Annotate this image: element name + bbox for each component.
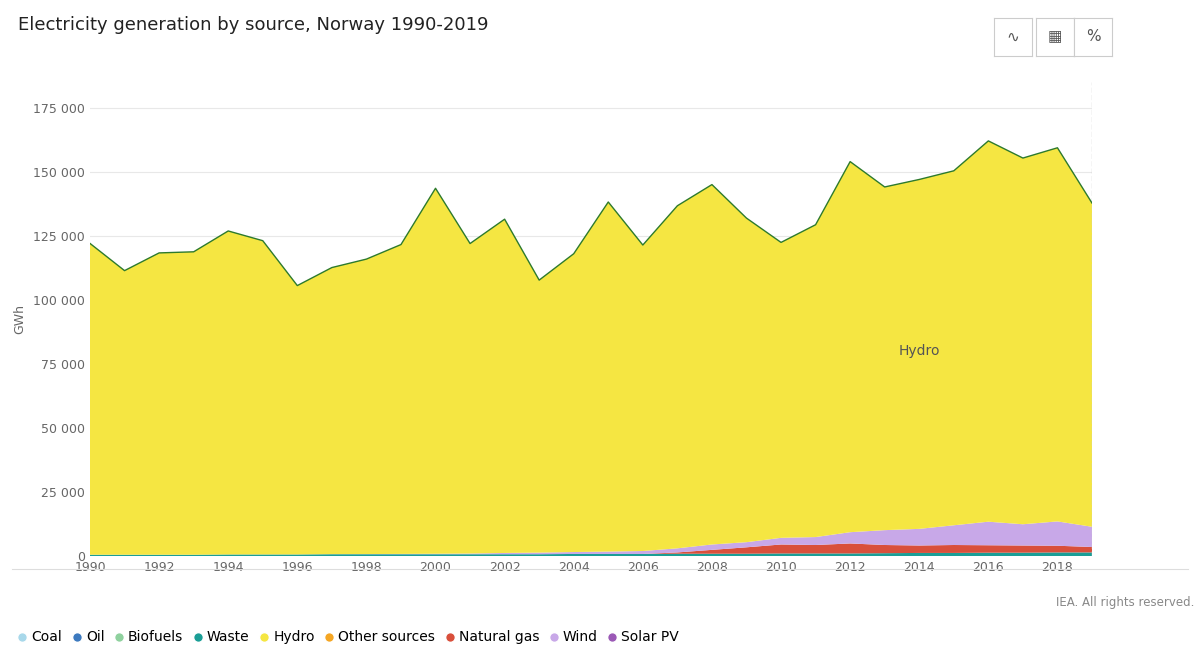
- Text: Electricity generation by source, Norway 1990-2019: Electricity generation by source, Norway…: [18, 16, 488, 34]
- Text: ▦: ▦: [1048, 30, 1062, 44]
- Text: ∿: ∿: [1007, 30, 1019, 44]
- Text: IEA. All rights reserved.: IEA. All rights reserved.: [1056, 595, 1194, 609]
- Text: %: %: [1086, 30, 1100, 44]
- Y-axis label: GWh: GWh: [13, 304, 26, 334]
- Legend: Coal, Oil, Biofuels, Waste, Hydro, Other sources, Natural gas, Wind, Solar PV: Coal, Oil, Biofuels, Waste, Hydro, Other…: [19, 630, 679, 644]
- Text: Hydro: Hydro: [899, 344, 940, 358]
